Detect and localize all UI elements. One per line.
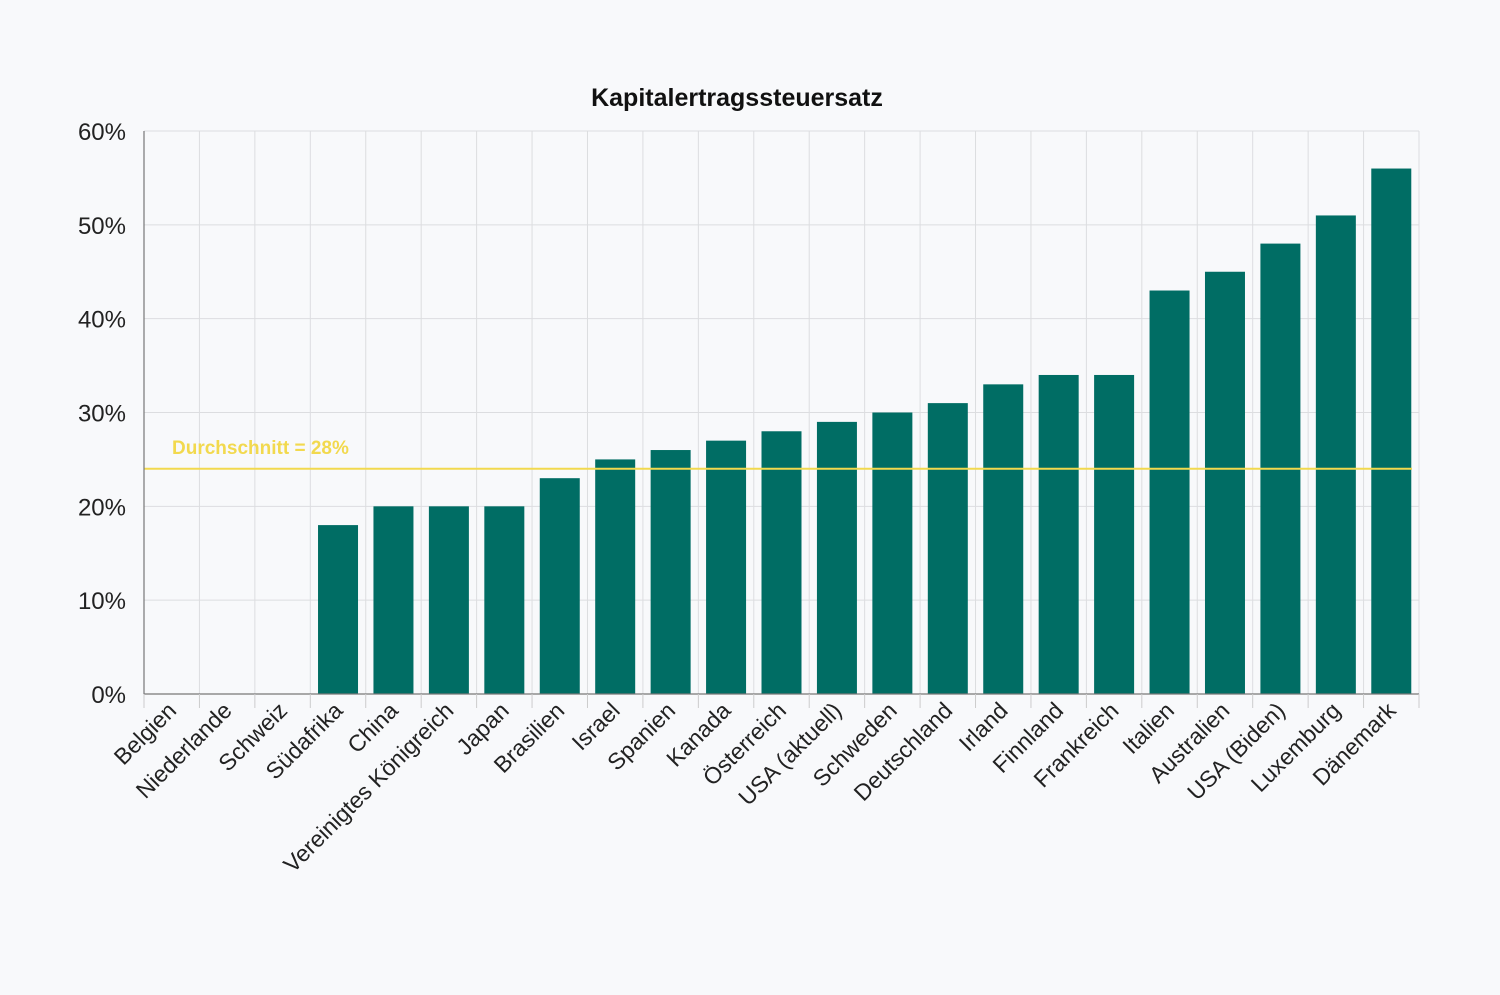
- y-tick-label: 20%: [78, 494, 126, 521]
- chart-title: Kapitalertragssteuersatz: [591, 84, 883, 112]
- bar: [595, 459, 636, 694]
- grid-lines: [144, 130, 1420, 694]
- y-tick-label: 40%: [78, 307, 126, 334]
- bar: [983, 384, 1024, 694]
- bar: [1038, 374, 1079, 694]
- bar: [373, 506, 414, 694]
- x-axis-ticks: BelgienNiederlandeSchweizSüdafrikaChinaV…: [109, 697, 1402, 878]
- bar: [816, 421, 857, 694]
- bar: [1315, 215, 1356, 694]
- bar: [650, 450, 691, 694]
- bar: [1149, 290, 1190, 694]
- average-line-group: Durchschnitt = 28%: [144, 438, 1412, 470]
- bar: [706, 440, 747, 694]
- bar: [539, 478, 580, 694]
- average-line-label: Durchschnitt = 28%: [172, 438, 349, 459]
- bar: [1094, 374, 1135, 694]
- y-tick-label: 0%: [91, 682, 126, 709]
- bar: [927, 403, 968, 694]
- bar: [761, 431, 802, 694]
- bar: [484, 506, 525, 694]
- axes: [143, 131, 1420, 708]
- bar: [318, 525, 359, 694]
- y-tick-label: 50%: [78, 213, 126, 240]
- y-tick-label: 30%: [78, 401, 126, 428]
- y-tick-label: 10%: [78, 588, 126, 615]
- y-axis-ticks: 0% 10% 20% 30% 40% 50% 60%: [78, 119, 126, 709]
- bar: [1371, 168, 1412, 695]
- bar: [428, 506, 469, 694]
- y-tick-label: 60%: [78, 119, 126, 146]
- bar: [872, 412, 913, 694]
- bars: [318, 168, 1412, 695]
- bar: [1204, 271, 1245, 694]
